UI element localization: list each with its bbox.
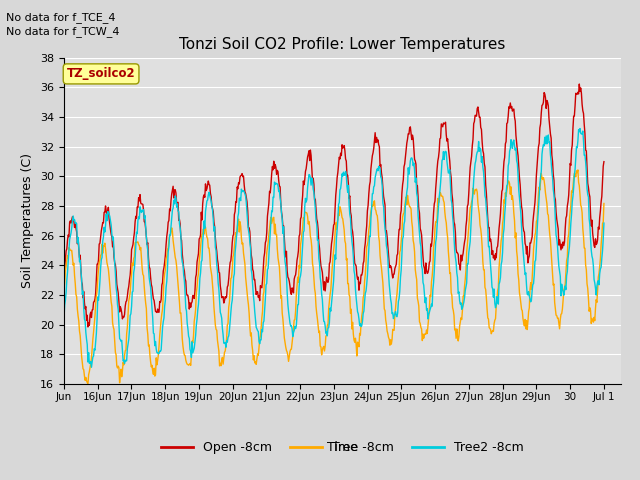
Text: No data for f_TCE_4: No data for f_TCE_4 — [6, 12, 116, 23]
Legend: Open -8cm, Tree -8cm, Tree2 -8cm: Open -8cm, Tree -8cm, Tree2 -8cm — [156, 436, 529, 459]
Y-axis label: Soil Temperatures (C): Soil Temperatures (C) — [22, 153, 35, 288]
X-axis label: Time: Time — [327, 441, 358, 454]
Text: No data for f_TCW_4: No data for f_TCW_4 — [6, 26, 120, 37]
Title: Tonzi Soil CO2 Profile: Lower Temperatures: Tonzi Soil CO2 Profile: Lower Temperatur… — [179, 37, 506, 52]
Text: TZ_soilco2: TZ_soilco2 — [67, 67, 136, 80]
